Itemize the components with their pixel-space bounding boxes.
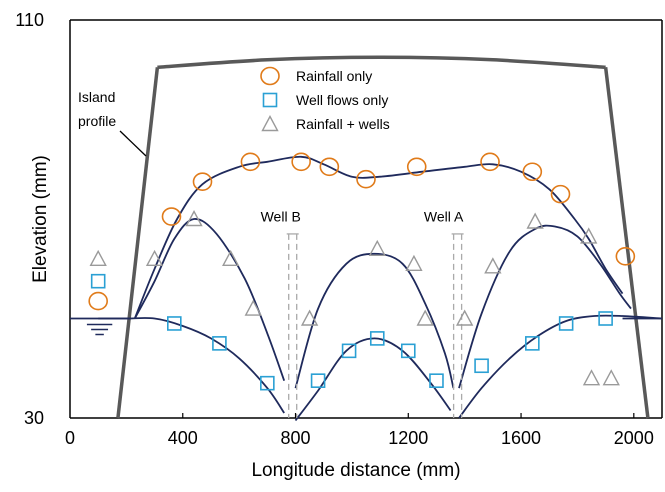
data-points-layer [88, 152, 636, 391]
wells-only-curve-segment-2 [458, 314, 663, 419]
point-triangle-3 [222, 249, 240, 266]
point-square-7 [400, 343, 416, 359]
x-tick-label-3: 1200 [388, 428, 428, 448]
island-profile-label-line1: Island [78, 89, 115, 105]
point-circle-10 [550, 184, 571, 204]
point-square-6 [369, 331, 385, 346]
point-square-10 [525, 336, 540, 351]
point-triangle-7 [405, 254, 423, 271]
point-triangle-12 [580, 227, 598, 244]
point-triangle-8 [416, 309, 434, 326]
point-circle-2 [192, 172, 213, 191]
x-tick-label-1: 400 [168, 428, 198, 448]
point-circle-5 [319, 157, 340, 177]
point-circle-0 [88, 291, 108, 311]
point-circle-4 [291, 152, 311, 172]
point-circle-3 [240, 152, 261, 172]
point-triangle-10 [484, 257, 502, 274]
point-square-2 [212, 336, 227, 351]
x-tick-label-2: 800 [281, 428, 311, 448]
point-triangle-1 [145, 249, 164, 266]
point-square-9 [474, 358, 489, 374]
rainfall-wells-curve-segment-0 [134, 218, 286, 382]
ticks-layer: 0 400 800 1200 1600 2000 30 110 [15, 10, 654, 448]
point-triangle-14 [602, 369, 620, 386]
point-triangle-13 [582, 369, 601, 386]
point-triangle-11 [526, 212, 544, 229]
point-circle-1 [161, 207, 182, 226]
labels-layer: Longitude distance (mm) Elevation (mm) W… [30, 89, 464, 481]
point-square-8 [429, 373, 444, 388]
point-triangle-0 [89, 249, 107, 266]
point-circle-8 [480, 152, 500, 172]
x-axis-label: Longitude distance (mm) [251, 460, 460, 481]
x-tick-label-4: 1600 [501, 428, 541, 448]
legend-label-triangle: Rainfall + wells [296, 116, 390, 132]
legend-marker-triangle [261, 115, 279, 132]
point-square-4 [310, 373, 326, 388]
y-tick-label-0: 30 [24, 408, 44, 428]
legend-label-circle: Rainfall only [296, 68, 372, 84]
island-profile-right-slope [603, 67, 650, 419]
water-level-layer [70, 317, 662, 336]
island-profile-top [157, 55, 606, 70]
y-tick-label-1: 110 [15, 10, 44, 30]
point-square-1 [167, 316, 182, 331]
well-a-label: Well A [424, 208, 464, 224]
x-tick-label-5: 2000 [614, 428, 654, 448]
rainfall-wells-curve-segment-2 [458, 224, 632, 389]
island-profile-label-line2: profile [78, 113, 116, 129]
plot-frame [69, 19, 663, 419]
point-circle-6 [356, 169, 376, 189]
point-square-3 [260, 375, 275, 391]
legend-marker-circle [260, 66, 280, 86]
point-square-0 [90, 273, 106, 289]
point-circle-11 [615, 247, 636, 266]
point-square-5 [341, 343, 357, 359]
wells-only-curve-segment-1 [294, 337, 452, 422]
point-circle-9 [522, 162, 543, 182]
island-profile-left-slope [116, 67, 160, 419]
point-triangle-2 [185, 210, 203, 227]
legend-label-square: Well flows only [296, 92, 388, 108]
island-profile-leader-line [119, 130, 147, 157]
rainfall-wells-curve-segment-1 [294, 252, 455, 389]
well-b-label: Well B [261, 208, 301, 224]
rainfall-only-curve-segment-0 [133, 155, 624, 319]
island-profile-layer [116, 55, 650, 419]
point-circle-7 [406, 157, 427, 177]
legend: Rainfall only Well flows only Rainfall + w… [260, 66, 390, 132]
point-triangle-5 [300, 309, 319, 326]
wells-layer [286, 233, 464, 418]
point-square-11 [558, 316, 574, 331]
point-triangle-6 [368, 239, 386, 257]
fit-curves-layer [98, 155, 663, 422]
y-axis-label: Elevation (mm) [30, 155, 51, 283]
point-triangle-9 [455, 309, 474, 326]
point-square-12 [598, 311, 613, 326]
legend-marker-square [262, 92, 278, 108]
x-tick-label-0: 0 [65, 428, 75, 448]
point-triangle-4 [244, 299, 262, 316]
